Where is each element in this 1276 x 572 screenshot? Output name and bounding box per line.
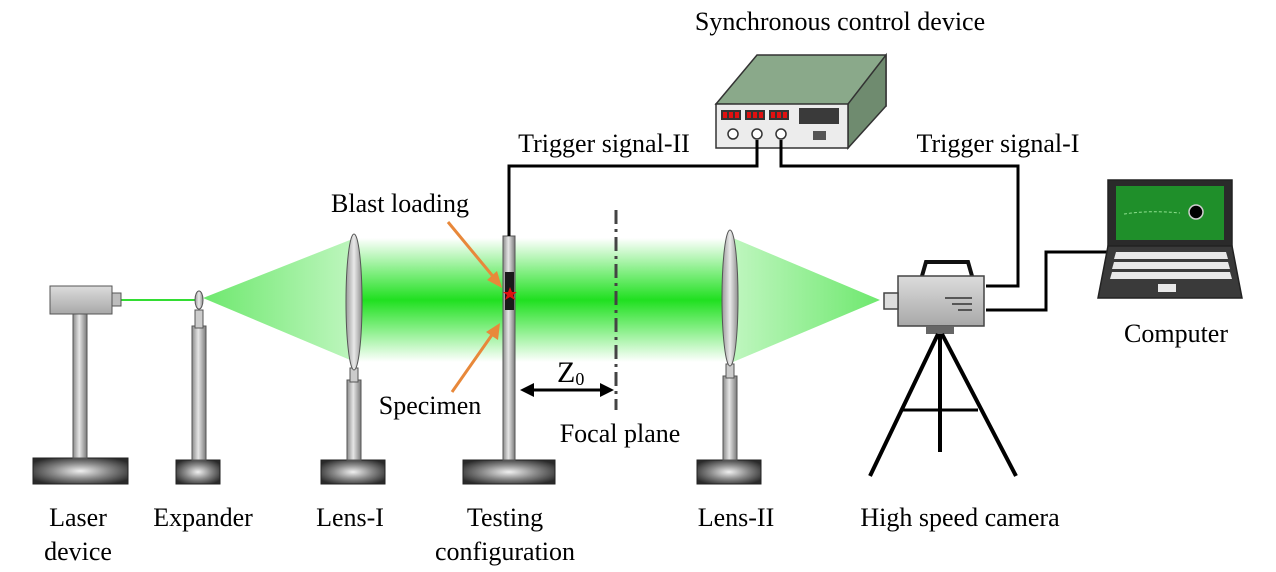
label-blast-loading: Blast loading bbox=[331, 189, 469, 218]
lens1-post bbox=[346, 379, 362, 461]
label-testing-line1: Testing bbox=[467, 503, 543, 532]
focusing-cone bbox=[733, 238, 880, 362]
z0-arrow-right-head bbox=[600, 383, 614, 397]
specimen-arrow-head bbox=[486, 323, 500, 340]
label-testing-line2: configuration bbox=[435, 537, 575, 566]
label-lens2: Lens-II bbox=[698, 503, 775, 532]
label-sync-device: Synchronous control device bbox=[695, 7, 985, 36]
camera-mount bbox=[926, 326, 954, 334]
label-specimen: Specimen bbox=[379, 391, 482, 420]
wire-trigger-1 bbox=[779, 140, 1020, 288]
label-laser-line1: Laser bbox=[49, 503, 107, 532]
label-trigger-1: Trigger signal-I bbox=[917, 129, 1080, 158]
wire-trigger-2 bbox=[507, 140, 759, 236]
wire-camera-computer bbox=[986, 250, 1108, 312]
screen-crack-dot bbox=[1188, 204, 1204, 220]
high-speed-camera bbox=[868, 260, 1018, 477]
laser-post bbox=[72, 311, 88, 459]
annotation-arrows bbox=[446, 221, 502, 393]
expander-lens bbox=[194, 290, 204, 310]
label-computer: Computer bbox=[1124, 319, 1228, 348]
camera-body bbox=[897, 275, 985, 327]
laser-device bbox=[32, 285, 129, 485]
signal-wires bbox=[507, 140, 1108, 312]
laser-aperture bbox=[111, 292, 122, 307]
monitor-screen bbox=[1116, 186, 1224, 240]
knob-3 bbox=[775, 128, 787, 140]
label-z0: Z0 bbox=[557, 356, 584, 389]
label-trigger-2: Trigger signal-II bbox=[518, 129, 690, 158]
sync-screen bbox=[799, 108, 839, 124]
blast-point bbox=[503, 287, 517, 300]
camera-handle bbox=[920, 260, 974, 277]
lens1-base bbox=[320, 459, 386, 485]
lens2-glass bbox=[721, 229, 739, 367]
lens2-post bbox=[722, 375, 738, 461]
expander-holder bbox=[194, 309, 204, 329]
blast-arrow-head bbox=[487, 271, 502, 288]
expander-post bbox=[191, 325, 207, 461]
laser-beam bbox=[120, 238, 880, 362]
tripod bbox=[868, 333, 1018, 477]
label-lens1: Lens-I bbox=[316, 503, 384, 532]
expander-base bbox=[175, 459, 221, 485]
camera-lens bbox=[883, 292, 899, 310]
blast-arrow-line bbox=[446, 221, 498, 281]
knob-1 bbox=[727, 128, 739, 140]
testing-base bbox=[462, 459, 556, 485]
specimen-arrow-line bbox=[450, 331, 496, 393]
laser-base bbox=[32, 457, 129, 485]
lens2-base bbox=[696, 459, 762, 485]
testing-configuration bbox=[462, 235, 556, 485]
label-focal-plane: Focal plane bbox=[560, 419, 681, 448]
focal-plane-marker bbox=[520, 210, 618, 410]
expander bbox=[175, 290, 221, 485]
labels: Synchronous control device Trigger signa… bbox=[44, 7, 1228, 566]
z0-arrow-left-head bbox=[520, 383, 534, 397]
collimated-beam bbox=[355, 238, 733, 362]
label-laser-line2: device bbox=[44, 537, 112, 566]
trackpad bbox=[1158, 284, 1176, 292]
lens-2 bbox=[696, 229, 762, 485]
knob-2 bbox=[751, 128, 763, 140]
testing-post bbox=[502, 235, 516, 461]
lens-1 bbox=[320, 233, 386, 485]
lens1-glass bbox=[345, 233, 363, 371]
label-camera: High speed camera bbox=[860, 503, 1060, 532]
label-expander: Expander bbox=[153, 503, 253, 532]
computer bbox=[1097, 179, 1243, 299]
laser-body bbox=[49, 285, 113, 315]
sync-switch bbox=[813, 131, 826, 140]
expanding-cone bbox=[203, 238, 355, 362]
sync-control-device bbox=[714, 52, 887, 150]
